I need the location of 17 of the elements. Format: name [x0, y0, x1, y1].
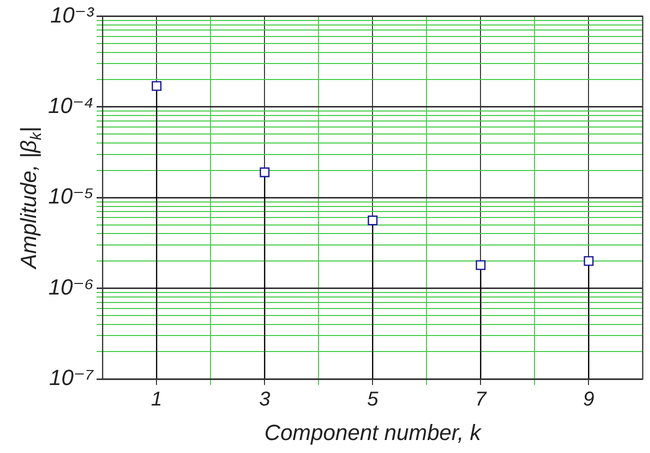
y-tick-label: 10⁻⁵ — [48, 184, 94, 209]
x-tick-label: 1 — [151, 388, 162, 411]
x-axis-title: Component number, k — [264, 420, 482, 446]
point — [368, 216, 378, 226]
y-axis-title: Amplitude, |βk| — [16, 126, 45, 270]
x-tick-label: 5 — [367, 388, 380, 411]
point — [260, 167, 270, 178]
x-tick-label: 3 — [259, 388, 270, 411]
point — [476, 260, 486, 270]
y-tick-label: 10⁻⁴ — [48, 93, 94, 118]
point — [152, 81, 162, 91]
y-tick-label: 10⁻⁶ — [48, 274, 94, 300]
y-tick-label: 10⁻³ — [50, 2, 94, 28]
x-tick-label: 9 — [583, 388, 594, 411]
x-tick-label: 7 — [475, 388, 488, 411]
y-tick-label: 10⁻⁷ — [49, 365, 94, 390]
point — [584, 256, 594, 266]
